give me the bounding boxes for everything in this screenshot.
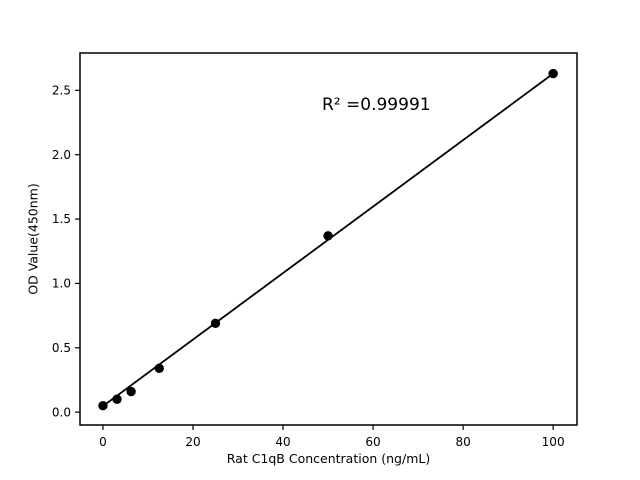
x-tick-label: 60 [365,435,380,449]
y-tick-label: 2.5 [52,84,71,98]
data-point [323,231,333,241]
y-tick-label: 0.0 [52,405,71,419]
y-tick-label: 2.0 [52,148,71,162]
x-axis-label: Rat C1qB Concentration (ng/mL) [226,451,431,466]
data-point [112,394,122,404]
data-point [98,400,108,411]
x-tick-label: 100 [542,435,565,449]
r-squared-annotation: R² =0.99991 [322,95,431,115]
x-tick-label: 20 [185,435,200,449]
data-point [154,363,164,374]
y-axis-label: OD Value(450nm) [25,183,41,295]
data-point [126,386,136,397]
y-tick-label: 1.0 [52,277,71,291]
data-point [548,68,558,79]
y-tick-label: 1.5 [52,212,71,226]
axes-spines [79,52,578,426]
data-point [210,318,221,329]
x-tick-label: 40 [275,435,290,449]
y-tick-label: 0.5 [52,341,71,355]
x-tick-label: 80 [455,435,470,449]
x-tick-label: 0 [99,435,107,449]
